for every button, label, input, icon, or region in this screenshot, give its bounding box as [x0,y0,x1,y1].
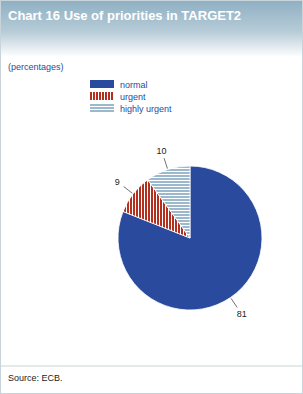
legend-label: urgent [120,92,146,102]
data-label: 10 [157,146,167,156]
pie-slice [118,166,262,310]
data-labels: 81 9 10 [115,146,247,320]
data-label: 81 [237,309,247,319]
legend-item: normal [90,80,148,90]
legend: normal urgent highly urgent [90,80,172,114]
legend-label: normal [120,80,148,90]
frame [1,1,303,394]
pie-slice [148,166,190,238]
leader-line [164,158,167,168]
footer-rule [1,366,302,367]
data-label: 9 [115,177,120,187]
subtitle: (percentages) [8,62,64,72]
legend-label: highly urgent [120,104,172,114]
pie [118,166,262,310]
leader-line [231,298,237,307]
header-band [1,1,302,57]
legend-swatch [90,92,114,100]
title: Chart 16 Use of priorities in TARGET2 [8,8,241,23]
legend-item: urgent [90,92,146,102]
legend-swatch [90,104,114,112]
source: Source: ECB. [8,373,63,383]
legend-item: highly urgent [90,104,172,114]
leader-line [124,187,133,194]
legend-swatch [90,80,114,88]
chart: Chart 16 Use of priorities in TARGET2 (pe… [0,0,303,394]
